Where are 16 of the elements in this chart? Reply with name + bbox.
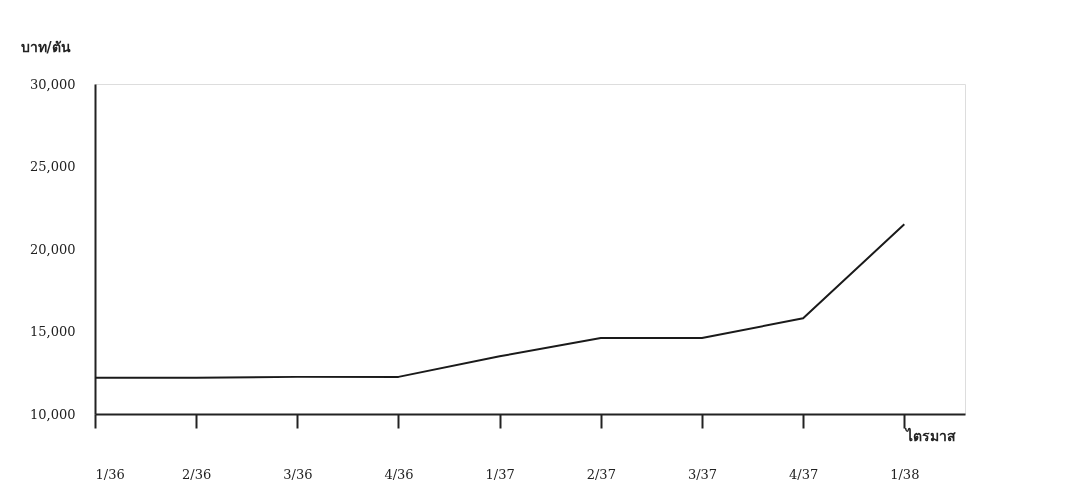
x-axis-title: ไตรมาส bbox=[903, 426, 956, 444]
y-tick-label: 20,000 bbox=[30, 241, 76, 257]
x-tick-label: 1/36 bbox=[95, 466, 125, 482]
x-tick-label: 1/37 bbox=[485, 466, 515, 482]
x-tick-label: 1/38 bbox=[890, 466, 920, 482]
y-tick-label: 10,000 bbox=[30, 406, 76, 422]
y-tick-label: 15,000 bbox=[30, 324, 76, 339]
y-tick-label: 30,000 bbox=[30, 76, 76, 92]
x-tick-label: 4/37 bbox=[789, 466, 819, 482]
y-axis-title: บาท/ตัน bbox=[20, 38, 71, 55]
x-tick-label: 3/36 bbox=[283, 466, 313, 482]
y-tick-label: 25,000 bbox=[30, 159, 76, 174]
x-tick-label: 4/36 bbox=[384, 466, 414, 482]
x-tick-label: 2/36 bbox=[182, 466, 212, 482]
x-tick-label: 2/37 bbox=[586, 466, 616, 482]
x-tick-label: 3/37 bbox=[687, 466, 718, 482]
